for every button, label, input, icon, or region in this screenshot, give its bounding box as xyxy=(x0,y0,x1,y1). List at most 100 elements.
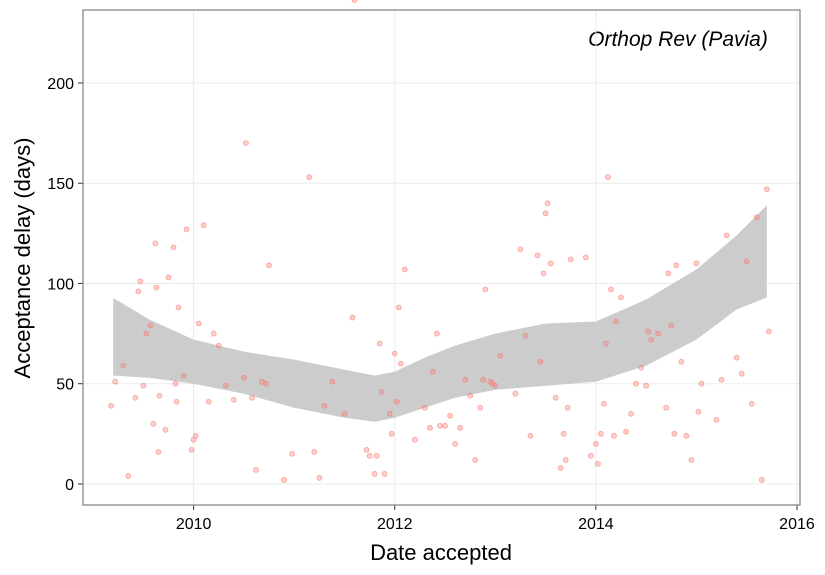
point xyxy=(442,422,448,429)
point xyxy=(147,322,154,329)
point xyxy=(522,332,529,339)
point xyxy=(381,471,388,477)
point xyxy=(594,461,601,467)
point xyxy=(378,388,385,395)
point xyxy=(363,446,370,453)
x-tick-label: 2014 xyxy=(578,516,614,533)
point xyxy=(482,286,489,293)
x-tick-label: 2010 xyxy=(176,516,212,533)
point xyxy=(671,430,678,437)
y-tick-label: 0 xyxy=(65,477,74,494)
point xyxy=(564,404,571,411)
point xyxy=(467,392,474,399)
point xyxy=(263,380,269,387)
point xyxy=(457,424,464,431)
point xyxy=(477,404,484,411)
point xyxy=(401,266,408,273)
point xyxy=(132,394,139,401)
x-axis-title: Date accepted xyxy=(370,540,512,565)
point xyxy=(306,174,313,181)
point xyxy=(497,352,504,359)
point xyxy=(125,473,132,479)
point xyxy=(693,260,700,267)
point xyxy=(611,432,617,439)
point xyxy=(613,318,619,325)
point xyxy=(140,382,147,389)
point xyxy=(135,288,142,295)
point xyxy=(316,475,323,481)
point xyxy=(547,260,554,267)
point xyxy=(156,392,163,399)
point xyxy=(215,342,222,349)
point xyxy=(582,254,589,261)
point xyxy=(430,368,436,375)
point xyxy=(718,376,725,383)
point xyxy=(143,330,150,337)
point xyxy=(683,432,690,439)
point xyxy=(321,402,328,409)
point xyxy=(200,222,207,229)
point xyxy=(643,382,650,389)
point xyxy=(517,246,524,253)
point xyxy=(155,448,162,455)
point xyxy=(395,304,402,311)
point xyxy=(205,398,212,405)
point xyxy=(422,404,428,411)
point xyxy=(567,256,574,263)
point xyxy=(587,452,594,459)
point xyxy=(758,477,765,483)
point xyxy=(655,330,662,337)
point xyxy=(605,174,611,181)
point xyxy=(108,402,115,409)
confidence-band xyxy=(113,205,767,422)
point xyxy=(411,436,418,443)
point xyxy=(678,358,685,365)
point xyxy=(743,258,750,265)
point xyxy=(253,467,259,473)
x-tick-label: 2012 xyxy=(377,516,413,533)
point xyxy=(172,380,179,387)
point xyxy=(329,378,336,385)
point xyxy=(668,322,675,329)
point xyxy=(527,432,534,439)
point xyxy=(748,400,755,407)
point xyxy=(150,420,157,427)
panel-border xyxy=(82,9,801,506)
point xyxy=(351,0,358,3)
point xyxy=(628,410,634,417)
point xyxy=(763,186,770,193)
point xyxy=(391,350,398,357)
point xyxy=(695,408,702,415)
point xyxy=(723,232,730,239)
y-tick-label: 100 xyxy=(47,276,74,293)
point xyxy=(195,320,202,327)
point xyxy=(618,294,624,301)
point xyxy=(188,446,195,453)
point xyxy=(175,304,182,311)
point xyxy=(540,270,547,277)
point xyxy=(386,410,393,417)
point xyxy=(388,430,395,437)
point xyxy=(289,450,296,457)
point xyxy=(137,278,144,285)
point xyxy=(427,424,433,431)
y-axis-title: Acceptance delay (days) xyxy=(10,138,35,379)
point xyxy=(180,372,187,379)
point xyxy=(552,394,559,401)
annotation: Orthop Rev (Pavia) xyxy=(588,28,768,51)
point xyxy=(738,370,745,377)
point xyxy=(623,428,629,435)
point xyxy=(152,240,159,247)
point xyxy=(434,330,440,337)
y-tick-label: 200 xyxy=(47,76,74,93)
point xyxy=(557,465,564,471)
point xyxy=(210,330,217,337)
point xyxy=(603,340,609,347)
point xyxy=(243,140,249,147)
point xyxy=(349,314,356,321)
point xyxy=(512,390,519,397)
point xyxy=(397,360,404,367)
point xyxy=(480,376,487,383)
point xyxy=(665,270,672,277)
